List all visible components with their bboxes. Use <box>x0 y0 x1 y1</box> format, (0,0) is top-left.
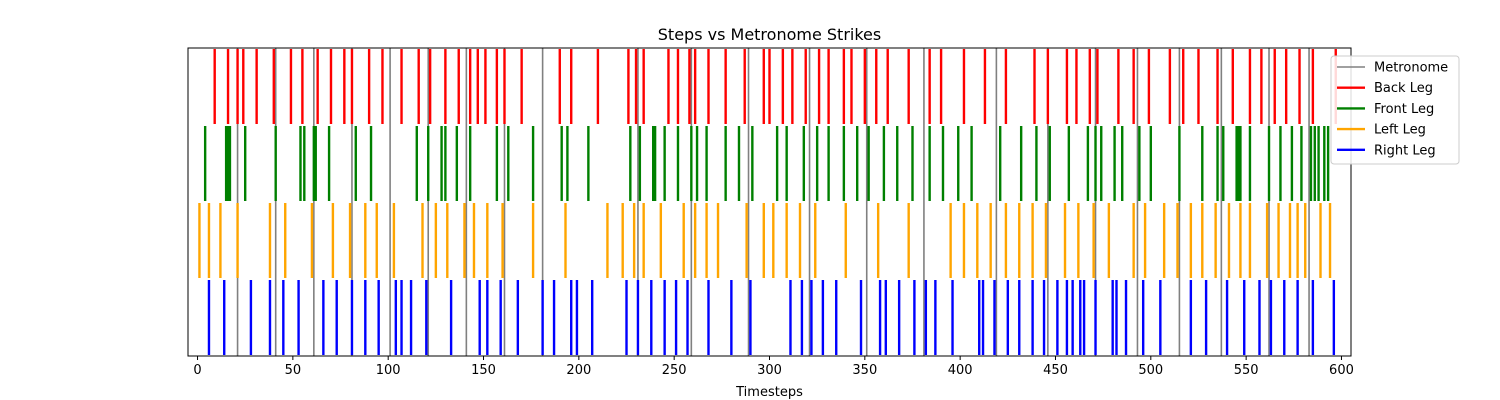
legend: Metronome Back Leg Front Leg Left Leg Right … <box>1330 55 1460 165</box>
legend-box <box>1330 55 1460 165</box>
x-axis-label: Timesteps <box>735 385 803 400</box>
x-tick-label: 250 <box>662 363 687 378</box>
legend-entry: Right Leg <box>1374 143 1436 158</box>
x-tick-label: 200 <box>566 363 591 378</box>
x-tick-label: 600 <box>1329 363 1354 378</box>
legend-entry: Metronome <box>1374 61 1448 76</box>
x-tick-label: 100 <box>376 363 401 378</box>
x-tick-label: 500 <box>1138 363 1163 378</box>
legend-entry: Left Leg <box>1374 123 1426 138</box>
x-tick-label: 0 <box>193 363 201 378</box>
x-tick-label: 150 <box>471 363 496 378</box>
x-tick-label: 450 <box>1043 363 1068 378</box>
chart-title: Steps vs Metronome Strikes <box>658 25 881 44</box>
legend-entry: Front Leg <box>1374 102 1434 117</box>
legend-entry: Back Leg <box>1374 81 1433 96</box>
event-marks <box>198 48 1337 356</box>
x-tick-label: 50 <box>285 363 302 378</box>
x-axis: 0 50 100 150 200 250 300 350 400 450 500 550 600 <box>193 356 1354 378</box>
x-tick-label: 400 <box>948 363 973 378</box>
x-tick-label: 350 <box>852 363 877 378</box>
x-tick-label: 300 <box>757 363 782 378</box>
x-tick-label: 550 <box>1234 363 1259 378</box>
